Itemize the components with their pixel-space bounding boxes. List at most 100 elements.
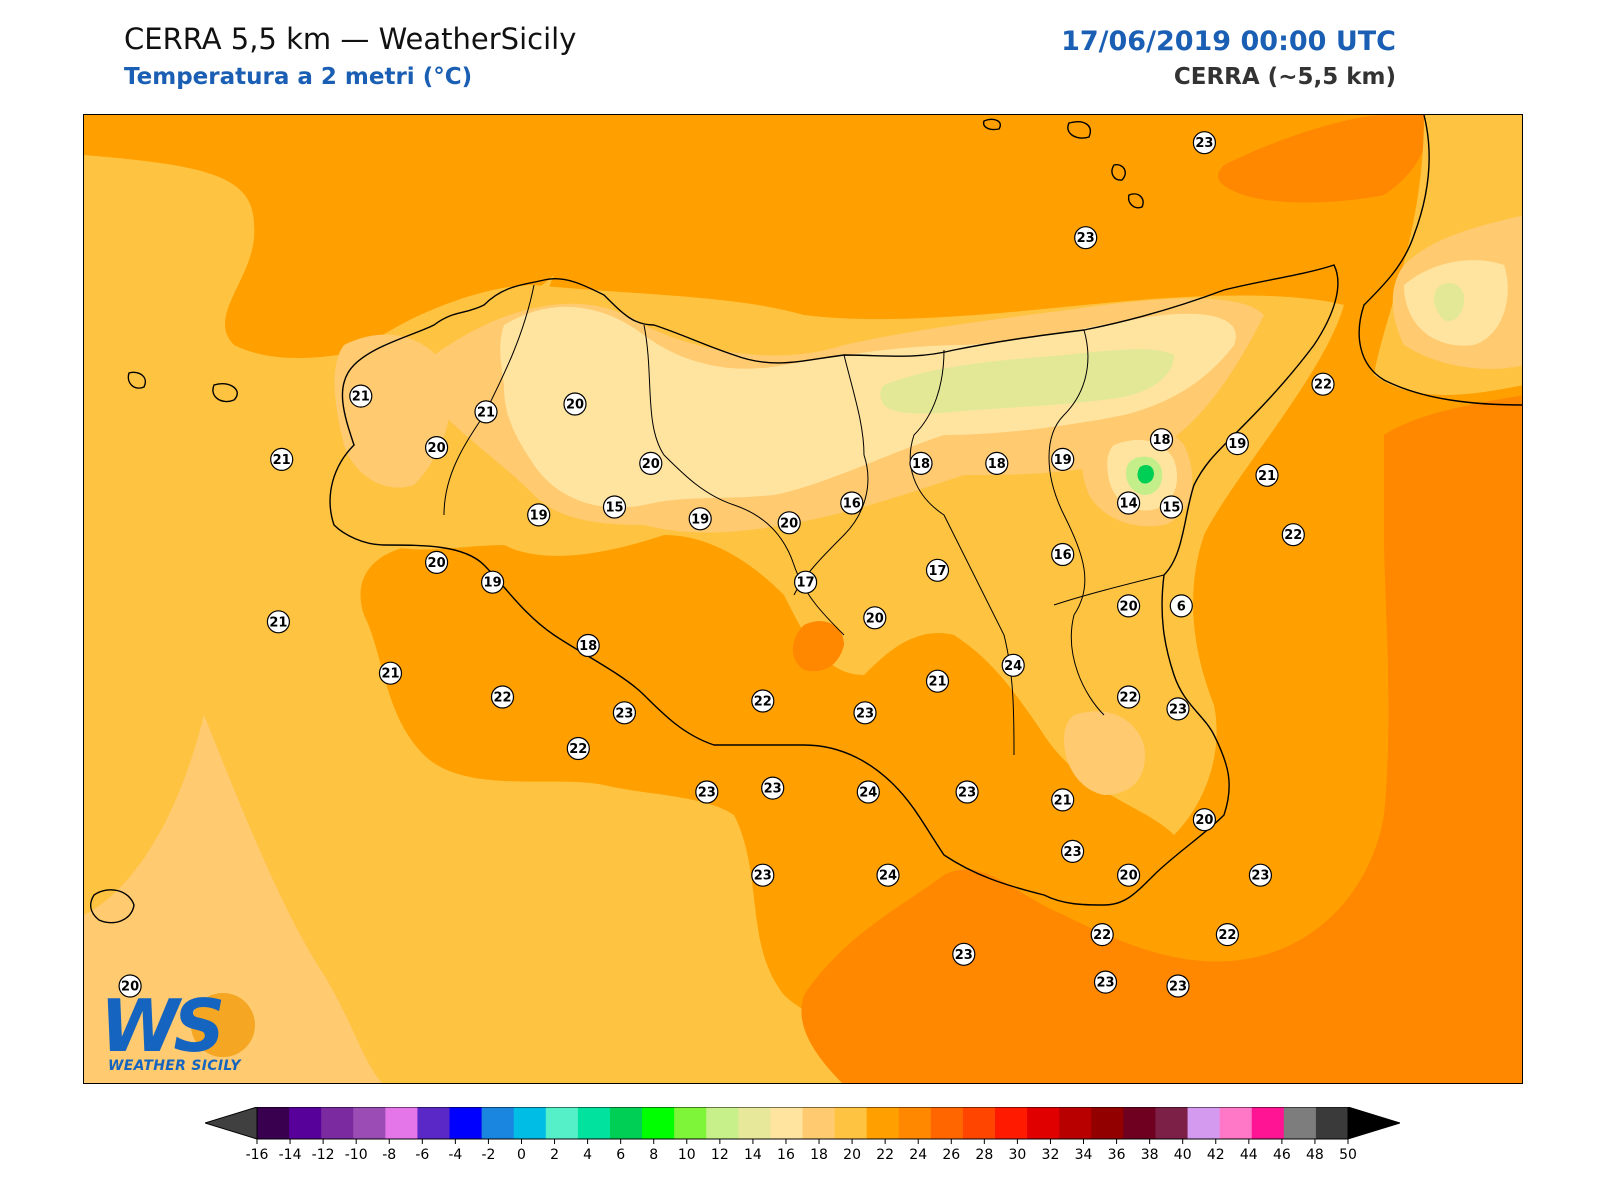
zone-20-west (84, 155, 1004, 1083)
station-value: 20 (1120, 599, 1138, 614)
station-value: 22 (1218, 928, 1236, 943)
colorbar-tick-label: 26 (942, 1147, 960, 1163)
station-marker (639, 451, 663, 475)
station-marker (474, 400, 498, 424)
station-value: 23 (1077, 231, 1095, 246)
station-value: 19 (1054, 453, 1072, 468)
station-marker (985, 451, 1009, 475)
station-value: 14 (1120, 497, 1138, 512)
zone-hyblean (1064, 711, 1145, 795)
station-marker (1090, 922, 1114, 947)
station-value: 23 (1169, 980, 1187, 995)
station-marker (1166, 697, 1190, 721)
station-marker (266, 610, 290, 634)
colorbar-swatch (706, 1107, 739, 1139)
colorbar-tick-label: 2 (550, 1147, 559, 1163)
station-value: 20 (1195, 813, 1213, 828)
station-marker (777, 511, 801, 535)
colorbar-swatch (481, 1107, 515, 1139)
colorbar-tick-label: -8 (382, 1147, 396, 1163)
station-value: 23 (1195, 136, 1213, 151)
colorbar-swatch (770, 1107, 803, 1139)
colorbar-tick-label: -12 (312, 1147, 335, 1163)
colorbar-swatch (385, 1107, 418, 1139)
station-marker (1074, 226, 1098, 250)
chart-title: CERRA 5,5 km — WeatherSicily (124, 22, 577, 56)
colorbar-swatch (353, 1107, 386, 1139)
station-marker (1192, 808, 1217, 832)
colorbar-tick-label: 44 (1240, 1147, 1258, 1163)
station-value: 24 (879, 869, 897, 884)
colorbar-svg: -16 -14 -12 -10 -8 -6 -4 -2 0 2 4 6 8 10 12 14 16 18 20 22 2… (203, 1106, 1402, 1163)
station-value: 23 (1169, 702, 1187, 717)
station-marker (1116, 685, 1141, 709)
colorbar-tick-label: 38 (1141, 1147, 1159, 1163)
colorbar-extend-max (1347, 1106, 1402, 1140)
station-marker (876, 863, 900, 887)
station-marker (1248, 863, 1273, 887)
colorbar-swatch (1059, 1107, 1092, 1139)
colorbar-swatch (674, 1107, 707, 1139)
station-marker (925, 669, 950, 693)
colorbar-tick-label: 6 (616, 1147, 625, 1163)
station-value: 6 (1177, 599, 1186, 614)
colorbar-tick-label: 48 (1306, 1147, 1324, 1163)
station-marker (349, 384, 373, 408)
colorbar-tick-label: 14 (744, 1147, 762, 1163)
map-canvas: 23 23 21 21 20 20 21 20 19 15 19 20 16 18 18 19 18 19 22 21… (84, 115, 1522, 1083)
colorbar-swatch (545, 1107, 579, 1139)
egadi-islands (127, 371, 238, 403)
colorbar-tick-label: 34 (1075, 1147, 1093, 1163)
zone-sicily-18 (334, 334, 451, 488)
station-value: 20 (566, 398, 584, 413)
colorbar-tick-label: -4 (448, 1147, 462, 1163)
station-value: 23 (1251, 869, 1269, 884)
station-value: 19 (530, 508, 548, 523)
colorbar-tick-label: 20 (843, 1147, 861, 1163)
station-value: 22 (1093, 928, 1111, 943)
colorbar-tick-label: -10 (345, 1147, 368, 1163)
station-value: 23 (698, 786, 716, 801)
station-marker (481, 570, 505, 594)
station-marker (863, 606, 887, 630)
colorbar-tick-label: 8 (649, 1147, 658, 1163)
station-marker (761, 776, 785, 800)
station-marker (1215, 922, 1240, 947)
station-marker (1149, 428, 1174, 452)
station-value: 15 (605, 501, 623, 516)
station-marker (952, 942, 976, 966)
station-value: 19 (691, 512, 709, 527)
colorbar-swatch (1123, 1107, 1156, 1139)
colorbar-swatch (802, 1107, 836, 1139)
colorbar-tick-label: 42 (1207, 1147, 1225, 1163)
station-value: 22 (1314, 378, 1332, 393)
station-value: 20 (428, 556, 446, 571)
colorbar-swatch (1283, 1107, 1317, 1139)
station-marker (1051, 447, 1075, 471)
colorbar-swatch (609, 1107, 643, 1139)
colorbar-tick-label: -2 (481, 1147, 495, 1163)
station-value: 22 (493, 691, 511, 706)
colorbar-tick-label: 32 (1042, 1147, 1060, 1163)
colorbar-tick-label: 50 (1339, 1147, 1357, 1163)
colorbar-swatch (1027, 1107, 1060, 1139)
station-value: 20 (780, 516, 798, 531)
aeolian-islands (982, 118, 1144, 209)
station-marker (793, 570, 818, 594)
station-marker (1051, 788, 1075, 812)
colorbar-tick-label: 24 (909, 1147, 927, 1163)
station-marker (751, 689, 775, 713)
logo-text: WEATHER SICILY (108, 1058, 241, 1074)
zone-24-northeast (1218, 115, 1427, 203)
station-value: 18 (912, 457, 930, 472)
colorbar-swatch (930, 1107, 964, 1139)
colorbar-swatch (513, 1107, 547, 1139)
station-value: 21 (381, 667, 399, 682)
station-marker (612, 701, 637, 725)
station-marker (602, 495, 627, 519)
colorbar-tick-label: -16 (246, 1147, 269, 1163)
chart-model: CERRA (~5,5 km) (1173, 64, 1396, 90)
station-marker (563, 392, 587, 416)
colorbar-swatch (577, 1107, 611, 1139)
station-marker (378, 661, 403, 685)
